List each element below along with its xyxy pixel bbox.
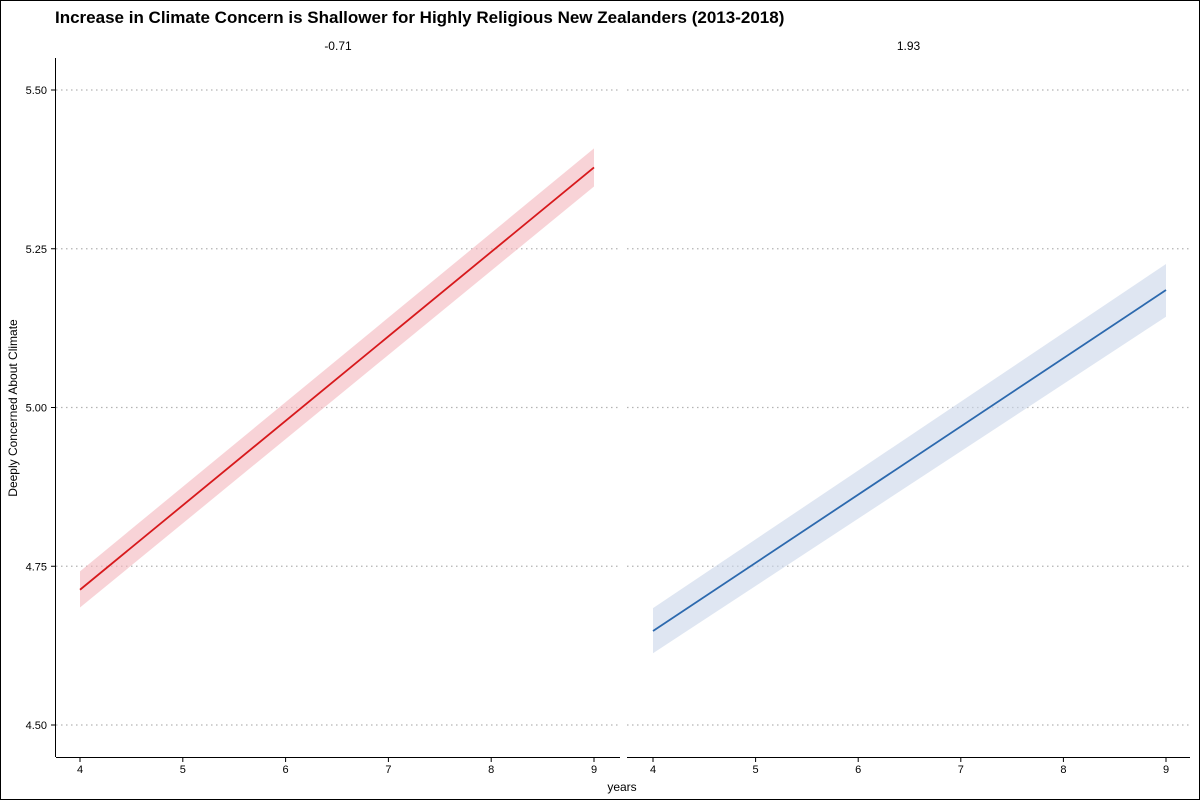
y-axis-title: Deeply Concerned About Climate — [6, 319, 20, 497]
x-tick-label: 8 — [1060, 764, 1066, 776]
y-tick-label: 5.25 — [26, 244, 47, 256]
facet-strip-label: 1.93 — [897, 39, 921, 53]
series-line — [652, 289, 1167, 632]
chart-title: Increase in Climate Concern is Shallower… — [55, 8, 784, 27]
y-tick-label: 4.75 — [26, 561, 47, 573]
x-axis-title: years — [607, 780, 636, 794]
x-tick-label: 4 — [77, 764, 83, 776]
x-tick-label: 7 — [385, 764, 391, 776]
panel-right: 1.93 4 5 6 7 8 9 — [627, 39, 1190, 776]
y-tick-label: 5.50 — [26, 85, 47, 97]
confidence-ribbon — [653, 263, 1166, 654]
x-tick-label: 5 — [753, 764, 759, 776]
facet-strip-label: -0.71 — [324, 39, 352, 53]
x-tick-label: 7 — [958, 764, 964, 776]
x-tick-label: 6 — [855, 764, 861, 776]
x-tick-label: 5 — [180, 764, 186, 776]
x-tick-label: 9 — [1163, 764, 1169, 776]
x-tick-label: 4 — [650, 764, 656, 776]
y-tick-label: 4.50 — [26, 720, 47, 732]
x-tick-label: 9 — [591, 764, 597, 776]
x-tick-label: 6 — [283, 764, 289, 776]
x-tick-label: 8 — [488, 764, 494, 776]
series-line — [79, 166, 595, 591]
y-tick-label: 5.00 — [26, 403, 47, 415]
y-axis: 4.50 4.75 5.00 5.25 5.50 — [26, 58, 56, 757]
panel-left: -0.71 4 5 6 7 8 9 — [56, 39, 620, 776]
